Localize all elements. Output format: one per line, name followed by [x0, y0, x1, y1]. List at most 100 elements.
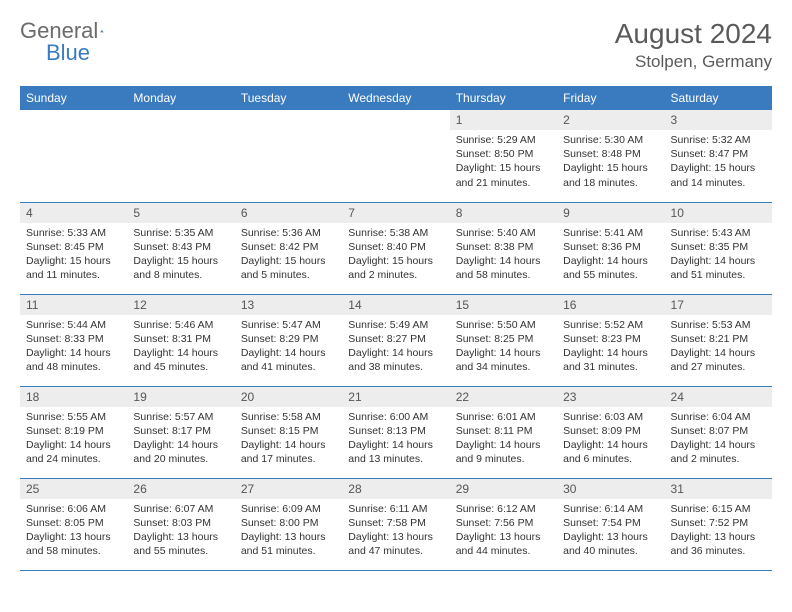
- daylight-line: Daylight: 14 hours and 48 minutes.: [26, 346, 121, 374]
- sunset-line: Sunset: 8:45 PM: [26, 240, 121, 254]
- sunset-line: Sunset: 8:21 PM: [671, 332, 766, 346]
- day-number: 20: [235, 387, 342, 407]
- day-number: 25: [20, 479, 127, 499]
- sunset-line: Sunset: 7:58 PM: [348, 516, 443, 530]
- day-number: 19: [127, 387, 234, 407]
- day-content: Sunrise: 5:52 AMSunset: 8:23 PMDaylight:…: [557, 315, 664, 381]
- calendar-day-cell: 10Sunrise: 5:43 AMSunset: 8:35 PMDayligh…: [665, 202, 772, 294]
- calendar-week-row: 11Sunrise: 5:44 AMSunset: 8:33 PMDayligh…: [20, 294, 772, 386]
- sunrise-line: Sunrise: 6:15 AM: [671, 502, 766, 516]
- sunset-line: Sunset: 8:03 PM: [133, 516, 228, 530]
- sunset-line: Sunset: 8:42 PM: [241, 240, 336, 254]
- calendar-day-cell: 8Sunrise: 5:40 AMSunset: 8:38 PMDaylight…: [450, 202, 557, 294]
- day-content: Sunrise: 6:09 AMSunset: 8:00 PMDaylight:…: [235, 499, 342, 565]
- calendar-day-cell: 19 Sunrise: 5:57 AMSunset: 8:17 PMDayligh…: [127, 386, 234, 478]
- sunrise-line: Sunrise: 6:14 AM: [563, 502, 658, 516]
- header: General August 2024 Stolpen, Germany: [20, 18, 772, 72]
- sunrise-line: Sunrise: 5:55 AM: [26, 410, 121, 424]
- daylight-line: Daylight: 14 hours and 20 minutes.: [133, 438, 228, 466]
- day-number: 31: [665, 479, 772, 499]
- sunrise-line: Sunrise: 5:50 AM: [456, 318, 551, 332]
- sunrise-line: Sunrise: 5:53 AM: [671, 318, 766, 332]
- calendar-empty-cell: [342, 110, 449, 202]
- calendar-day-cell: 13Sunrise: 5:47 AMSunset: 8:29 PMDayligh…: [235, 294, 342, 386]
- sunrise-line: Sunrise: 5:57 AM: [133, 410, 228, 424]
- weekday-header-row: SundayMondayTuesdayWednesdayThursdayFrid…: [20, 86, 772, 110]
- day-number: 1: [450, 110, 557, 130]
- sunrise-line: Sunrise: 6:11 AM: [348, 502, 443, 516]
- sunset-line: Sunset: 8:07 PM: [671, 424, 766, 438]
- daylight-line: Daylight: 14 hours and 27 minutes.: [671, 346, 766, 374]
- day-content: Sunrise: 6:11 AMSunset: 7:58 PMDaylight:…: [342, 499, 449, 565]
- day-content: Sunrise: 5:30 AMSunset: 8:48 PMDaylight:…: [557, 130, 664, 196]
- day-number: 13: [235, 295, 342, 315]
- weekday-header: Sunday: [20, 86, 127, 110]
- sunset-line: Sunset: 8:38 PM: [456, 240, 551, 254]
- sunrise-line: Sunrise: 5:35 AM: [133, 226, 228, 240]
- daylight-line: Daylight: 14 hours and 9 minutes.: [456, 438, 551, 466]
- daylight-line: Daylight: 15 hours and 2 minutes.: [348, 254, 443, 282]
- daylight-line: Daylight: 14 hours and 6 minutes.: [563, 438, 658, 466]
- calendar-week-row: 1 Sunrise: 5:29 AMSunset: 8:50 PM Daylight…: [20, 110, 772, 202]
- daylight-line: Daylight: 14 hours and 41 minutes.: [241, 346, 336, 374]
- sunrise-line: Sunrise: 5:58 AM: [241, 410, 336, 424]
- day-content: Sunrise: 5:47 AMSunset: 8:29 PMDaylight:…: [235, 315, 342, 381]
- day-number: 30: [557, 479, 664, 499]
- daylight-line: Daylight: 14 hours and 51 minutes.: [671, 254, 766, 282]
- sunset-line: Sunset: 8:48 PM: [563, 147, 658, 161]
- calendar-day-cell: 25Sunrise: 6:06 AMSunset: 8:05 PMDayligh…: [20, 478, 127, 570]
- daylight-line: Daylight: 14 hours and 45 minutes.: [133, 346, 228, 374]
- daylight-line: Daylight: 14 hours and 55 minutes.: [563, 254, 658, 282]
- calendar-day-cell: 9Sunrise: 5:41 AMSunset: 8:36 PMDaylight…: [557, 202, 664, 294]
- day-content: Sunrise: 6:03 AMSunset: 8:09 PMDaylight:…: [557, 407, 664, 473]
- sunset-line: Sunset: 8:50 PM: [456, 147, 551, 161]
- calendar-day-cell: 2Sunrise: 5:30 AMSunset: 8:48 PMDaylight…: [557, 110, 664, 202]
- day-number: 27: [235, 479, 342, 499]
- sunset-line: Sunset: 8:09 PM: [563, 424, 658, 438]
- daylight-line: Daylight: 15 hours and 11 minutes.: [26, 254, 121, 282]
- daylight-line: Daylight: 14 hours and 58 minutes.: [456, 254, 551, 282]
- sunrise-line: Sunrise: 5:46 AM: [133, 318, 228, 332]
- day-content: Sunrise: 5:55 AMSunset: 8:19 PMDaylight:…: [20, 407, 127, 473]
- daylight-line: Daylight: 15 hours and 14 minutes.: [671, 161, 766, 189]
- sunset-line: Sunset: 7:54 PM: [563, 516, 658, 530]
- sunset-line: Sunset: 8:33 PM: [26, 332, 121, 346]
- day-content: Sunrise: 6:14 AMSunset: 7:54 PMDaylight:…: [557, 499, 664, 565]
- sunset-line: Sunset: 8:36 PM: [563, 240, 658, 254]
- sunrise-line: Sunrise: 6:04 AM: [671, 410, 766, 424]
- calendar-day-cell: 14Sunrise: 5:49 AMSunset: 8:27 PMDayligh…: [342, 294, 449, 386]
- day-content: Sunrise: 5:58 AMSunset: 8:15 PMDaylight:…: [235, 407, 342, 473]
- daylight-line: Daylight: 13 hours and 40 minutes.: [563, 530, 658, 558]
- calendar-day-cell: 11Sunrise: 5:44 AMSunset: 8:33 PMDayligh…: [20, 294, 127, 386]
- daylight-line: Daylight: 14 hours and 34 minutes.: [456, 346, 551, 374]
- sunrise-line: Sunrise: 5:32 AM: [671, 133, 766, 147]
- sunset-line: Sunset: 8:27 PM: [348, 332, 443, 346]
- day-content: Sunrise: 5:35 AMSunset: 8:43 PMDaylight:…: [127, 223, 234, 289]
- sunrise-line: Sunrise: 5:43 AM: [671, 226, 766, 240]
- day-content: Sunrise: 5:36 AMSunset: 8:42 PMDaylight:…: [235, 223, 342, 289]
- calendar-day-cell: 26Sunrise: 6:07 AMSunset: 8:03 PMDayligh…: [127, 478, 234, 570]
- location: Stolpen, Germany: [615, 52, 772, 72]
- sunset-line: Sunset: 8:35 PM: [671, 240, 766, 254]
- weekday-header: Wednesday: [342, 86, 449, 110]
- sunrise-line: Sunrise: 5:38 AM: [348, 226, 443, 240]
- sunrise-line: Sunrise: 6:07 AM: [133, 502, 228, 516]
- sunrise-line: Sunrise: 5:36 AM: [241, 226, 336, 240]
- day-content: Sunrise: 5:53 AMSunset: 8:21 PMDaylight:…: [665, 315, 772, 381]
- sunrise-line: Sunrise: 5:33 AM: [26, 226, 121, 240]
- day-content: Sunrise: 6:12 AMSunset: 7:56 PMDaylight:…: [450, 499, 557, 565]
- sunrise-line: Sunrise: 6:03 AM: [563, 410, 658, 424]
- calendar-day-cell: 27Sunrise: 6:09 AMSunset: 8:00 PMDayligh…: [235, 478, 342, 570]
- day-number: 8: [450, 203, 557, 223]
- day-number: 29: [450, 479, 557, 499]
- day-number: 26: [127, 479, 234, 499]
- day-content: Sunrise: 5:50 AMSunset: 8:25 PMDaylight:…: [450, 315, 557, 381]
- day-content: Sunrise: 5:41 AMSunset: 8:36 PMDaylight:…: [557, 223, 664, 289]
- calendar-day-cell: 1Sunrise: 5:29 AMSunset: 8:50 PMDaylight…: [450, 110, 557, 202]
- calendar-day-cell: 24Sunrise: 6:04 AMSunset: 8:07 PMDayligh…: [665, 386, 772, 478]
- sunrise-line: Sunrise: 6:01 AM: [456, 410, 551, 424]
- sunset-line: Sunset: 8:17 PM: [133, 424, 228, 438]
- sunset-line: Sunset: 8:23 PM: [563, 332, 658, 346]
- title-block: August 2024 Stolpen, Germany: [615, 18, 772, 72]
- sunrise-line: Sunrise: 5:29 AM: [456, 133, 551, 147]
